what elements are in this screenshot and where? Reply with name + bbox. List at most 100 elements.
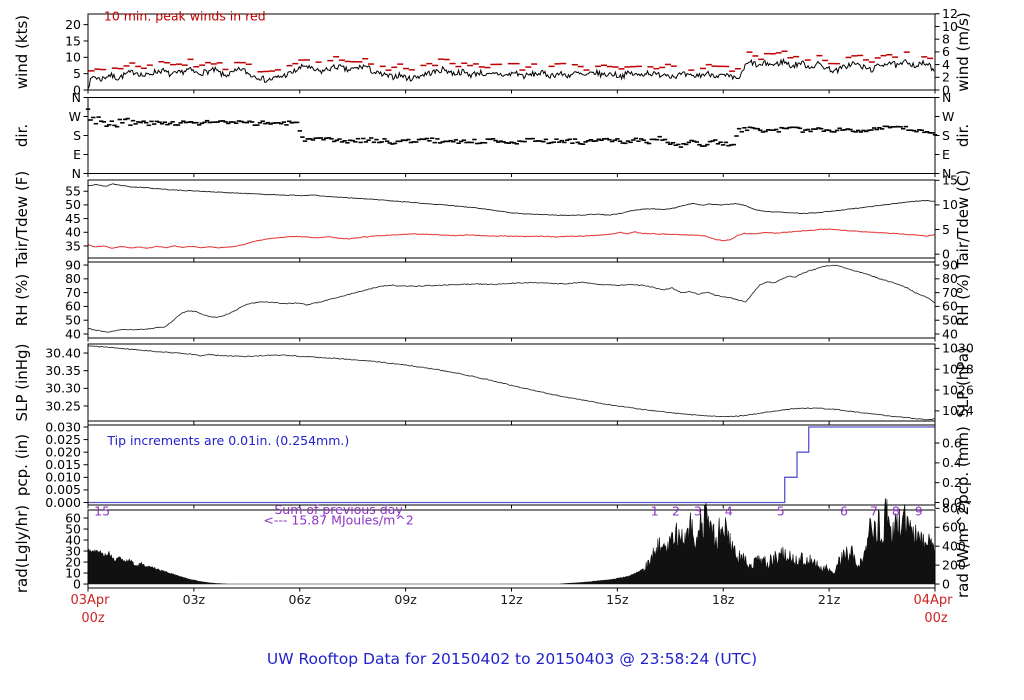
x-axis: 03z 06z 09z 12z 15z 18z 21z 03Apr 00z 04Apr 00z [70, 592, 953, 626]
svg-text:10: 10 [65, 565, 81, 580]
annotation: Tip increments are 0.01in. (0.254mm.) [106, 433, 349, 448]
annotation: 6 [840, 503, 848, 518]
svg-text:15z: 15z [606, 592, 629, 607]
axis-label-right-pressure: SLP (hPa) [954, 347, 972, 417]
svg-text:S: S [942, 128, 950, 143]
svg-text:0.000: 0.000 [45, 495, 81, 510]
svg-text:0.015: 0.015 [45, 457, 81, 472]
svg-text:60: 60 [65, 510, 81, 525]
svg-text:40: 40 [942, 326, 958, 341]
svg-text:30: 30 [65, 543, 81, 558]
axis-label-right-wind: wind (m/s) [954, 12, 972, 91]
annotation: 3 [694, 503, 702, 518]
annotation: <--- 15.87 MJoules/m^2 [263, 513, 413, 528]
axis-label-left-wind: wind (kts) [13, 15, 31, 89]
svg-text:15: 15 [942, 173, 958, 188]
svg-text:0.020: 0.020 [45, 444, 81, 459]
axis-label-right-temperature: Tair/Tdew (C) [954, 170, 972, 269]
svg-text:W: W [69, 109, 81, 124]
svg-text:0: 0 [73, 576, 81, 591]
svg-text:2: 2 [942, 70, 950, 85]
svg-text:1028: 1028 [942, 362, 974, 377]
axis-label-left-temperature: Tair/Tdew (F) [13, 171, 31, 269]
svg-text:70: 70 [65, 285, 81, 300]
svg-text:0.2: 0.2 [942, 475, 962, 490]
series-rh [87, 264, 936, 333]
svg-text:S: S [73, 128, 81, 143]
svg-text:400: 400 [942, 539, 966, 554]
svg-text:50: 50 [65, 197, 81, 212]
svg-text:30.40: 30.40 [45, 345, 81, 360]
axis-label-left-precip: pcp. (in) [13, 434, 31, 496]
svg-text:600: 600 [942, 520, 966, 535]
svg-text:60: 60 [942, 299, 958, 314]
svg-text:50: 50 [65, 521, 81, 536]
svg-text:8: 8 [942, 31, 950, 46]
svg-text:0.0: 0.0 [942, 495, 962, 510]
svg-text:1026: 1026 [942, 382, 974, 397]
svg-text:20: 20 [65, 554, 81, 569]
panel-wind: wind (kts) wind (m/s)2015105012108642010 … [13, 6, 972, 97]
series-precip-accum [88, 426, 935, 504]
svg-text:10: 10 [942, 19, 958, 34]
annotation: 10 min. peak winds in red [104, 9, 266, 24]
svg-text:30.25: 30.25 [45, 398, 81, 413]
svg-text:N: N [72, 90, 81, 105]
svg-text:30.30: 30.30 [45, 381, 81, 396]
svg-text:0.030: 0.030 [45, 419, 81, 434]
svg-text:10: 10 [942, 197, 958, 212]
svg-text:W: W [942, 109, 954, 124]
svg-text:80: 80 [65, 271, 81, 286]
svg-text:N: N [942, 166, 951, 181]
series-wind-average [87, 57, 935, 90]
svg-text:35: 35 [65, 238, 81, 253]
svg-text:09z: 09z [394, 592, 417, 607]
svg-text:90: 90 [942, 257, 958, 272]
svg-text:0: 0 [942, 246, 950, 261]
svg-text:0.6: 0.6 [942, 435, 962, 450]
svg-text:03z: 03z [183, 592, 206, 607]
svg-text:70: 70 [942, 285, 958, 300]
svg-text:12z: 12z [500, 592, 523, 607]
svg-text:50: 50 [942, 313, 958, 328]
axis-label-right-humidity: RH (%) [954, 274, 972, 326]
axis-label-right-radiation: rad (W/m^2) [954, 500, 972, 598]
panel-precip: pcp. (in) pcp. (mm)0.0300.0250.0200.0150.… [13, 419, 972, 509]
annotation: 9 [915, 503, 923, 518]
svg-text:4: 4 [942, 57, 950, 72]
svg-text:0.005: 0.005 [45, 482, 81, 497]
annotation: Sum of previous day [274, 502, 403, 517]
svg-text:0: 0 [73, 82, 81, 97]
svg-text:6: 6 [942, 44, 950, 59]
svg-text:10: 10 [65, 50, 81, 65]
svg-text:0: 0 [942, 576, 950, 591]
svg-text:12: 12 [942, 6, 958, 21]
series-wind-peak-dashes [88, 50, 934, 73]
svg-text:15: 15 [65, 33, 81, 48]
annotation: 4 [725, 503, 733, 518]
svg-text:40: 40 [65, 326, 81, 341]
axis-label-right-precip: pcp. (mm) [954, 426, 972, 504]
annotation: 15 [94, 503, 110, 518]
svg-text:60: 60 [65, 299, 81, 314]
svg-text:E: E [942, 147, 950, 162]
svg-text:5: 5 [73, 66, 81, 81]
svg-text:40: 40 [65, 225, 81, 240]
svg-text:1030: 1030 [942, 341, 974, 356]
chart-title: UW Rooftop Data for 20150402 to 20150403… [266, 650, 758, 668]
annotation: 5 [777, 503, 785, 518]
svg-text:800: 800 [942, 501, 966, 516]
svg-text:0.4: 0.4 [942, 455, 962, 470]
annotation: 8 [892, 503, 900, 518]
svg-text:80: 80 [942, 271, 958, 286]
svg-text:E: E [73, 147, 81, 162]
series-slp [87, 345, 936, 421]
svg-text:00z: 00z [924, 611, 948, 626]
svg-text:03Apr: 03Apr [70, 593, 110, 608]
series-tair [87, 183, 936, 216]
svg-text:5: 5 [942, 222, 950, 237]
